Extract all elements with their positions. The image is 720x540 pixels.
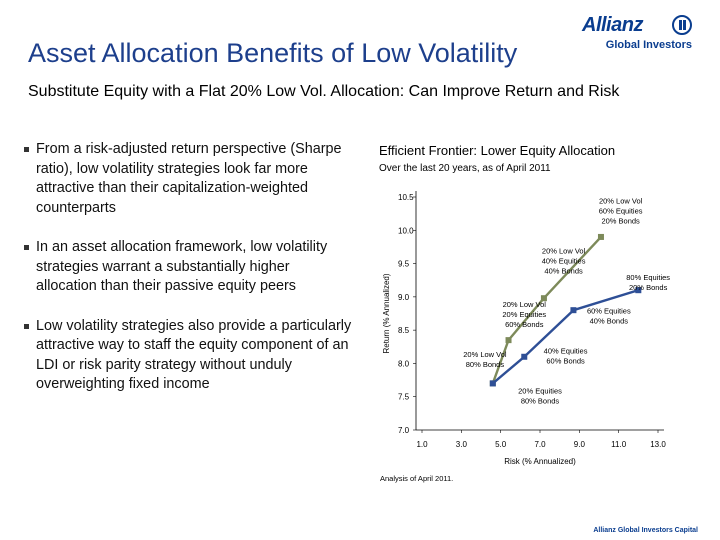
annotation-line: 60% Equities (599, 207, 643, 216)
x-tick-label: 1.0 (416, 440, 428, 449)
annotation-line: 20% Bonds (601, 217, 640, 226)
traditional-data-point (635, 287, 642, 294)
allocation-annotation: 20% Equities 80% Bonds (518, 386, 562, 405)
y-tick-label: 8.0 (398, 359, 410, 368)
traditional-series-line (492, 289, 639, 385)
annotation-line: 20% Low Vol (542, 247, 586, 256)
annotation-line: 40% Equities (542, 257, 586, 266)
allocation-annotation: 40% Equities 60% Bonds (544, 346, 588, 365)
annotation-line: 20% Low Vol (599, 197, 643, 206)
low_vol-data-point (540, 295, 547, 302)
allocation-annotation: 20% Low Vol 60% Equities 20% Bonds (599, 197, 643, 226)
annotation-line: 80% Bonds (466, 360, 505, 369)
annotation-line: 80% Bonds (521, 396, 560, 405)
annotation-line: 40% Bonds (544, 267, 583, 276)
annotation-line: 60% Bonds (505, 320, 544, 329)
annotation-line: 60% Equities (587, 307, 631, 316)
y-tick-label: 8.5 (398, 326, 410, 335)
allocation-annotation: 20% Low Vol 20% Equities 60% Bonds (502, 300, 546, 329)
chart-subtitle: Over the last 20 years, as of April 2011 (379, 163, 551, 174)
bullet-item: From a risk-adjusted return perspective … (24, 140, 354, 218)
footer-brand: Allianz Global Investors Capital (593, 527, 698, 534)
annotation-line: 20% Equities (502, 310, 546, 319)
logo-tagline: Global Investors (605, 39, 692, 51)
slide-subtitle: Substitute Equity with a Flat 20% Low Vo… (28, 83, 620, 100)
y-tick-label: 7.5 (398, 393, 410, 402)
x-axis-label: Risk (% Annualized) (504, 457, 576, 466)
low_vol-series-line (491, 236, 602, 384)
chart-title: Efficient Frontier: Lower Equity Allocat… (379, 143, 616, 158)
x-tick-label: 3.0 (456, 440, 468, 449)
traditional-data-point (570, 307, 577, 314)
x-tick-label: 11.0 (611, 440, 627, 449)
y-axis-label: Return (% Annualized) (382, 273, 391, 353)
traditional-data-point (489, 380, 496, 387)
bullet-list: From a risk-adjusted return perspective … (24, 140, 354, 415)
annotation-line: 20% Bonds (629, 283, 668, 292)
x-tick-label: 7.0 (534, 440, 546, 449)
allocation-annotation: 20% Low Vol 80% Bonds (463, 350, 507, 369)
annotation-line: 20% Low Vol (503, 300, 547, 309)
y-tick-label: 10.5 (398, 193, 414, 202)
slide-title: Asset Allocation Benefits of Low Volatil… (28, 38, 518, 68)
y-tick-label: 7.0 (398, 426, 410, 435)
y-tick-label: 9.5 (398, 260, 410, 269)
allianz-eagle-icon (672, 15, 692, 35)
allocation-annotation: 80% Equities 20% Bonds (626, 273, 670, 292)
x-tick-label: 5.0 (495, 440, 507, 449)
x-tick-label: 13.0 (650, 440, 666, 449)
bullet-item: In an asset allocation framework, low vo… (24, 238, 354, 297)
y-tick-label: 10.0 (398, 226, 414, 235)
annotation-line: 40% Equities (544, 346, 588, 355)
annotation-line: 20% Low Vol (463, 350, 507, 359)
footnote: Analysis of April 2011. (380, 474, 454, 483)
low_vol-data-point (597, 233, 604, 240)
allocation-annotation: 60% Equities 40% Bonds (587, 307, 631, 326)
traditional-data-point (521, 353, 528, 360)
low_vol-data-point (505, 337, 512, 344)
annotation-line: 40% Bonds (590, 317, 629, 326)
annotation-line: 20% Equities (518, 386, 562, 395)
allocation-annotation: 20% Low Vol 40% Equities 40% Bonds (542, 247, 586, 276)
allianz-logo: Allianz Global Investors (582, 14, 692, 54)
bullet-item: Low volatility strategies also provide a… (24, 317, 354, 395)
logo-wordmark: Allianz (582, 14, 643, 36)
annotation-line: 80% Equities (626, 273, 670, 282)
x-tick-label: 9.0 (574, 440, 586, 449)
annotation-line: 60% Bonds (546, 356, 585, 365)
y-tick-label: 9.0 (398, 293, 410, 302)
